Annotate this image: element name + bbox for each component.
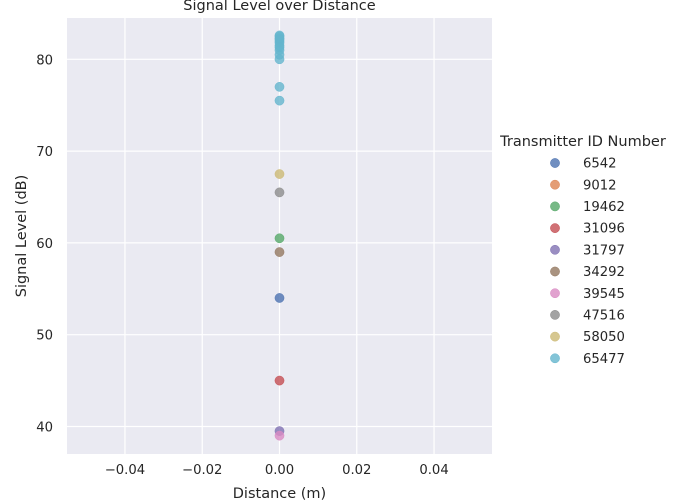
legend-label: 34292 <box>583 265 625 280</box>
legend-marker <box>550 201 560 212</box>
legend-marker <box>550 179 560 190</box>
y-axis-label: Signal Level (dB) <box>14 175 30 298</box>
legend-label: 31096 <box>583 222 625 237</box>
data-point-65477 <box>274 95 285 106</box>
x-tick-label: −0.04 <box>105 463 145 478</box>
legend: Transmitter ID Number 6542 9012 19462 31096… <box>499 134 666 367</box>
legend-label: 9012 <box>583 178 617 193</box>
legend-marker <box>550 223 560 233</box>
legend-marker <box>550 331 560 342</box>
legend-label: 65477 <box>583 352 625 367</box>
data-point-47516 <box>274 187 285 198</box>
y-tick-label: 50 <box>36 329 53 344</box>
legend-label: 19462 <box>583 200 625 215</box>
y-tick-label: 70 <box>36 145 53 160</box>
data-point-31096 <box>274 375 285 386</box>
data-point-6542 <box>274 293 285 303</box>
y-tick-labels: 40 50 60 70 80 <box>36 53 53 435</box>
x-tick-label: 0.00 <box>265 463 294 478</box>
data-point-58050 <box>274 169 285 179</box>
data-point-65477 <box>274 30 285 41</box>
legend-label: 39545 <box>583 287 625 302</box>
x-axis-label: Distance (m) <box>233 486 326 500</box>
data-points <box>274 30 285 441</box>
y-tick-label: 60 <box>36 237 53 252</box>
y-tick-label: 40 <box>36 420 53 435</box>
chart-title: Signal Level over Distance <box>183 0 375 14</box>
legend-marker <box>550 244 560 255</box>
x-tick-label: 0.04 <box>419 463 448 478</box>
data-point-19462 <box>274 233 285 244</box>
legend-marker <box>550 266 560 277</box>
legend-label: 58050 <box>583 330 625 345</box>
y-tick-label: 80 <box>36 53 53 68</box>
data-point-34292 <box>274 247 285 257</box>
legend-title: Transmitter ID Number <box>499 134 666 150</box>
x-tick-labels: −0.04 −0.02 0.00 0.02 0.04 <box>105 463 449 478</box>
data-point-39545 <box>274 430 285 441</box>
legend-marker <box>550 353 560 364</box>
x-tick-label: 0.02 <box>342 463 371 478</box>
x-tick-label: −0.02 <box>182 463 222 478</box>
legend-label: 31797 <box>583 243 625 258</box>
legend-marker <box>550 310 560 320</box>
legend-marker <box>550 288 560 299</box>
legend-label: 47516 <box>583 309 625 324</box>
data-point-65477 <box>274 81 285 92</box>
legend-label: 6542 <box>583 157 617 172</box>
legend-marker <box>550 158 560 168</box>
